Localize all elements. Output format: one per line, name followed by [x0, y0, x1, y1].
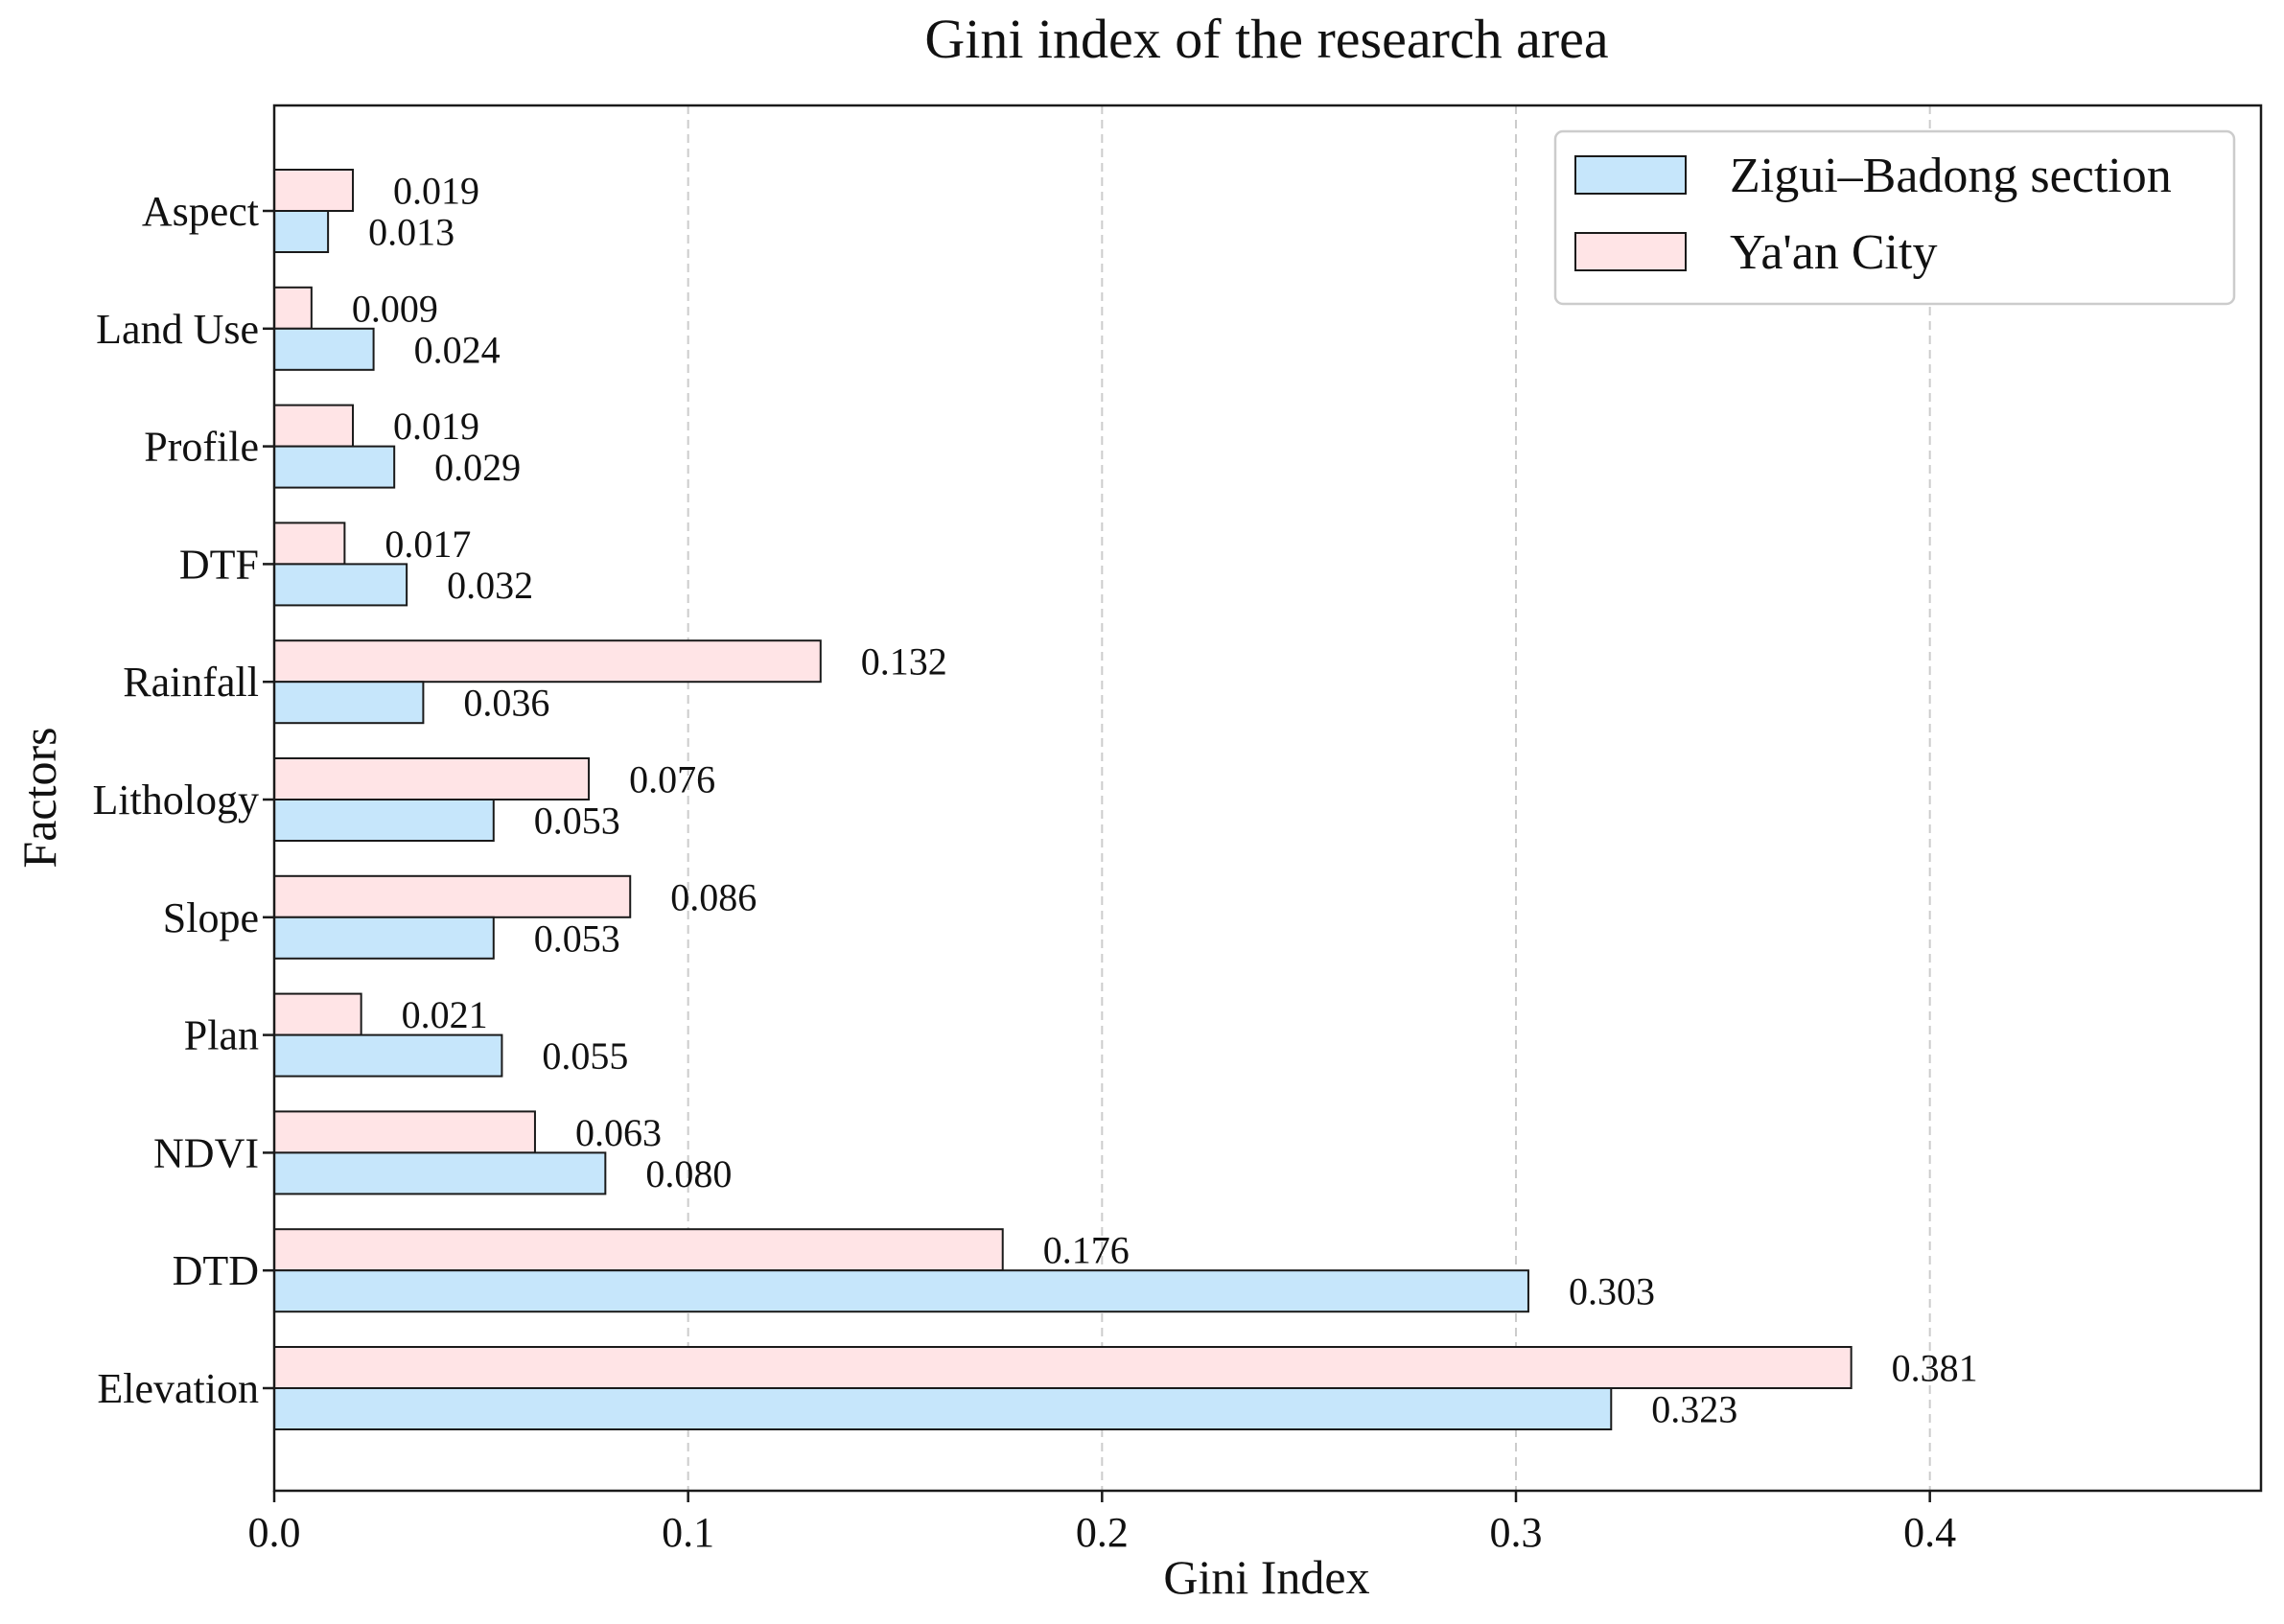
bar-ya-an-city-lithology	[273, 757, 591, 800]
chart-title: Gini index of the research area	[924, 8, 1608, 70]
x-tick-label-2: 0.2	[1076, 1509, 1129, 1556]
y-axis-label: Factors	[12, 727, 66, 868]
bar-ya-an-city-profile	[273, 404, 355, 448]
bar-zigui-badong-section-land-use	[273, 327, 375, 371]
data-label-ya-an-city-ndvi: 0.063	[575, 1111, 662, 1154]
bar-zigui-badong-section-elevation	[273, 1387, 1613, 1430]
bars: 0.0190.0130.0090.0240.0190.0290.0170.032…	[273, 169, 1978, 1431]
x-axis-label: Gini Index	[1163, 1550, 1369, 1604]
data-label-zigui-badong-section-dtd: 0.303	[1569, 1270, 1655, 1313]
y-tick-label-profile: Profile	[144, 424, 259, 471]
data-label-zigui-badong-section-elevation: 0.323	[1651, 1388, 1737, 1431]
bar-zigui-badong-section-slope	[273, 916, 495, 960]
data-label-ya-an-city-dtf: 0.017	[385, 522, 471, 566]
data-label-zigui-badong-section-aspect: 0.013	[368, 211, 454, 254]
bar-ya-an-city-elevation	[273, 1346, 1853, 1389]
bar-zigui-badong-section-profile	[273, 445, 396, 489]
bar-ya-an-city-aspect	[273, 169, 355, 212]
y-tick-label-lithology: Lithology	[92, 777, 259, 824]
data-label-ya-an-city-plan: 0.021	[402, 993, 488, 1036]
x-axis-ticks: 0.0 0.1 0.2 0.3 0.4	[248, 1491, 1956, 1556]
bar-ya-an-city-ndvi	[273, 1110, 536, 1154]
legend-frame	[1553, 129, 2236, 306]
bar-zigui-badong-section-ndvi	[273, 1151, 607, 1195]
bar-ya-an-city-dtf	[273, 522, 346, 566]
data-label-ya-an-city-aspect: 0.019	[393, 170, 479, 213]
bar-zigui-badong-section-rainfall	[273, 681, 425, 725]
data-label-ya-an-city-slope: 0.086	[670, 875, 757, 918]
legend-swatch-yaan-city	[1574, 232, 1687, 271]
y-tick-label-plan: Plan	[184, 1012, 259, 1059]
y-tick-label-ndvi: NDVI	[153, 1129, 259, 1176]
data-label-zigui-badong-section-ndvi: 0.080	[645, 1152, 732, 1195]
data-label-zigui-badong-section-slope: 0.053	[534, 916, 620, 960]
bar-ya-an-city-dtd	[273, 1228, 1004, 1272]
bar-zigui-badong-section-aspect	[273, 210, 330, 253]
legend-label-yaan-city: Ya'an City	[1730, 225, 1937, 280]
x-tick-label-1: 0.1	[662, 1509, 714, 1556]
data-label-ya-an-city-land-use: 0.009	[352, 287, 438, 330]
legend-label-zigui-badong: Zigui–Badong section	[1730, 149, 2172, 203]
data-label-zigui-badong-section-dtf: 0.032	[447, 564, 533, 607]
y-tick-label-aspect: Aspect	[142, 188, 259, 235]
bar-ya-an-city-rainfall	[273, 639, 822, 684]
bar-ya-an-city-plan	[273, 992, 362, 1036]
data-label-zigui-badong-section-land-use: 0.024	[414, 328, 501, 371]
legend: Zigui–Badong section Ya'an City	[1553, 129, 2236, 306]
bar-ya-an-city-land-use	[273, 286, 313, 330]
plot-frame	[272, 104, 2263, 1493]
data-label-ya-an-city-elevation: 0.381	[1892, 1347, 1978, 1390]
x-tick-label-3: 0.3	[1490, 1509, 1543, 1556]
y-tick-label-slope: Slope	[163, 894, 259, 941]
bar-zigui-badong-section-dtf	[273, 563, 408, 607]
x-tick-label-0: 0.0	[248, 1509, 301, 1556]
legend-swatch-zigui-badong	[1574, 155, 1687, 195]
data-label-zigui-badong-section-lithology: 0.053	[534, 800, 620, 843]
data-label-ya-an-city-rainfall: 0.132	[861, 640, 947, 684]
bar-zigui-badong-section-plan	[273, 1033, 503, 1078]
data-label-zigui-badong-section-plan: 0.055	[542, 1034, 628, 1078]
y-tick-label-land-use: Land Use	[96, 306, 259, 353]
y-axis-ticks: Aspect Land Use Profile DTF Rainfall Litholog…	[92, 188, 274, 1412]
y-tick-label-dtf: DTF	[179, 541, 259, 588]
bar-zigui-badong-section-lithology	[273, 799, 495, 842]
data-label-ya-an-city-dtd: 0.176	[1043, 1229, 1130, 1272]
data-label-ya-an-city-lithology: 0.076	[629, 758, 715, 801]
y-tick-label-rainfall: Rainfall	[123, 659, 259, 706]
data-label-ya-an-city-profile: 0.019	[393, 405, 479, 448]
y-tick-label-elevation: Elevation	[97, 1365, 259, 1412]
data-label-zigui-badong-section-rainfall: 0.036	[463, 682, 549, 725]
y-tick-label-dtd: DTD	[173, 1247, 259, 1294]
x-tick-label-4: 0.4	[1903, 1509, 1956, 1556]
data-label-zigui-badong-section-profile: 0.029	[434, 446, 521, 489]
bar-zigui-badong-section-dtd	[273, 1269, 1529, 1313]
bar-ya-an-city-slope	[273, 874, 632, 918]
